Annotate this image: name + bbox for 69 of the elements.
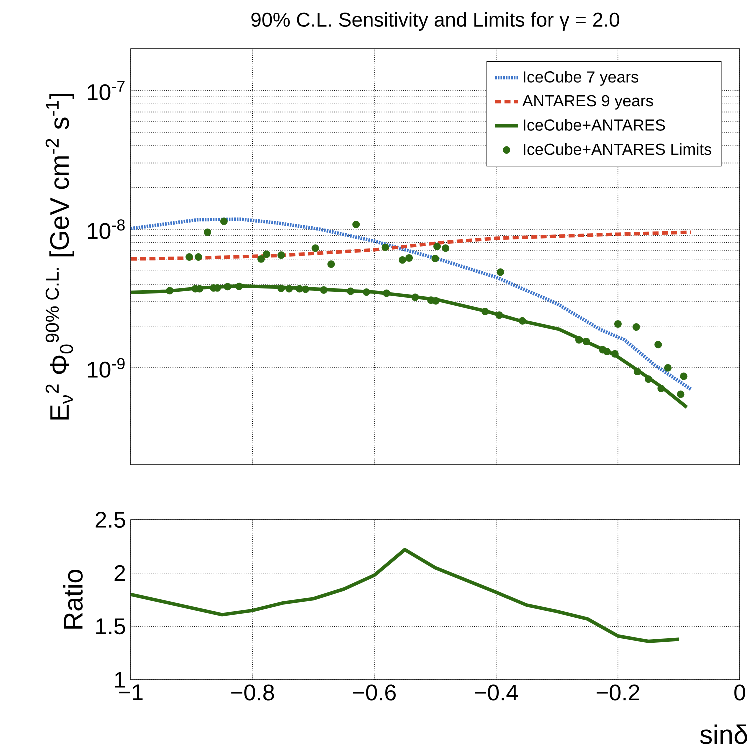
y-tick-label: 10$^{-8}$ <box>88 220 125 240</box>
point <box>347 288 355 296</box>
point <box>398 256 406 264</box>
point <box>166 287 174 295</box>
point <box>654 341 662 349</box>
point <box>352 221 360 229</box>
point <box>186 254 194 261</box>
point <box>604 348 611 356</box>
point <box>362 288 370 296</box>
point <box>611 350 619 358</box>
chart-title: 90% C.L. Sensitivity and Limits for γ = 2.0 <box>252 12 620 31</box>
point <box>582 338 590 346</box>
x-tick-label: −0.6 <box>353 684 396 701</box>
point <box>434 243 442 250</box>
line-series <box>129 548 681 644</box>
x-tick-label: 0 <box>734 684 746 701</box>
legend-label: IceCube+ANTARES Limits <box>524 143 712 156</box>
y-tick-label: 10$^{-9}$ <box>88 358 125 378</box>
point <box>320 286 328 294</box>
x-tick-label: −0.4 <box>475 684 518 701</box>
point <box>496 312 504 320</box>
line-series <box>129 284 689 410</box>
point <box>224 283 232 291</box>
point <box>432 297 440 305</box>
y-tick-label: 2 <box>114 565 126 582</box>
y-tick-label: 1.5 <box>96 618 126 635</box>
point <box>383 290 391 298</box>
text: E$_{ν}$$^{2}$ Φ$_{0}$$^{90% C.L.}$ [GeV cm$^{-2}$ s$^{-1}$] <box>46 94 74 420</box>
point <box>278 284 286 292</box>
point <box>442 244 450 252</box>
point <box>644 376 652 384</box>
point <box>382 244 390 252</box>
point <box>482 308 490 316</box>
point <box>680 372 688 380</box>
point <box>258 255 266 263</box>
point <box>406 254 414 262</box>
line-series <box>129 218 694 392</box>
point <box>312 244 320 252</box>
y-tick-label: 10$^{-7}$ <box>88 81 125 101</box>
point <box>278 252 286 260</box>
x-tick-label: −0.8 <box>232 684 274 701</box>
point <box>302 286 310 294</box>
point <box>412 294 420 302</box>
point <box>328 260 336 268</box>
point <box>658 384 666 392</box>
legend-label: IceCube 7 years <box>524 71 638 86</box>
point <box>236 282 244 290</box>
x-tick-label: −0.2 <box>596 684 640 701</box>
x-axis-title: sinδ <box>700 724 748 744</box>
point <box>575 336 583 344</box>
point <box>614 320 622 328</box>
point <box>263 250 271 258</box>
point <box>496 268 504 276</box>
point <box>296 285 304 293</box>
y-tick-label: 2.5 <box>96 512 126 528</box>
point <box>518 317 526 325</box>
point <box>664 364 672 372</box>
point <box>632 324 640 332</box>
point <box>677 390 685 398</box>
y-axis-title: Ratio <box>63 570 83 629</box>
point <box>634 368 642 376</box>
legend-label: IceCube+ANTARES <box>524 119 666 131</box>
legend-label: ANTARES 9 years <box>522 95 654 110</box>
point <box>194 254 202 261</box>
point <box>286 285 294 293</box>
line-series <box>129 230 694 261</box>
point <box>432 254 440 262</box>
point <box>204 228 212 236</box>
point <box>220 218 228 226</box>
